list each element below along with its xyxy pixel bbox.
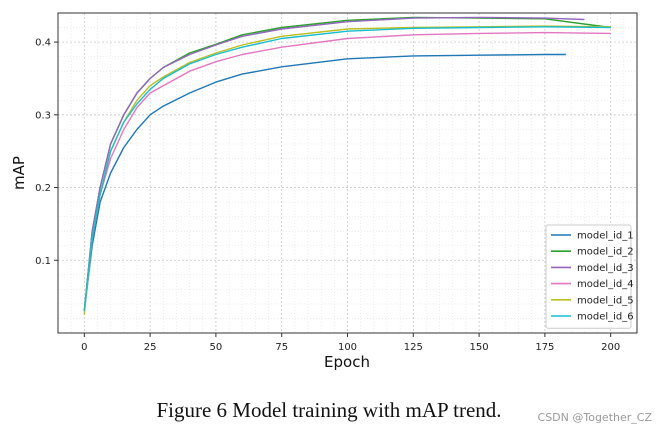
chart: 0 25 50 75 100 125 150 175 200 0.1 0.2 0.3 0.4 Epoch… [10,12,638,371]
x-tick-label: 175 [535,342,554,353]
series-layer [83,16,611,315]
watermark: CSDN @Together_CZ [537,411,652,424]
x-tick-label: 125 [404,342,423,353]
y-tick-label: 0.4 [35,38,51,49]
x-tick-label: 75 [275,342,288,353]
x-axis-title: Epoch [324,353,370,371]
y-axis-title: mAP [10,156,28,190]
figure-caption: Figure 6 Model training with mAP trend. [156,398,502,422]
series-line-model_id_1 [83,53,566,312]
legend-label-model_id_4: model_id_4 [577,279,634,290]
legend-label-model_id_3: model_id_3 [577,263,634,274]
x-tick-label: 0 [81,342,87,353]
x-tick-label: 50 [210,342,223,353]
x-tick-label: 25 [144,342,157,353]
legend-label-model_id_2: model_id_2 [577,247,634,258]
series-line-model_id_6 [83,26,611,312]
ticks: 0 25 50 75 100 125 150 175 200 0.1 0.2 0.3 0.4 [35,38,620,353]
legend-label-model_id_5: model_id_5 [577,295,634,306]
x-tick-label: 200 [601,342,620,353]
legend-label-model_id_6: model_id_6 [577,312,634,323]
y-tick-label: 0.3 [35,110,51,121]
series-line-model_id_4 [83,31,611,312]
legend: model_id_1 model_id_2 model_id_3 model_id_4… [545,224,634,329]
y-tick-label: 0.2 [35,183,51,194]
y-tick-label: 0.1 [35,256,51,267]
x-tick-label: 100 [338,342,357,353]
series-line-model_id_3 [83,16,585,312]
legend-label-model_id_1: model_id_1 [577,231,634,242]
x-tick-label: 150 [470,342,489,353]
